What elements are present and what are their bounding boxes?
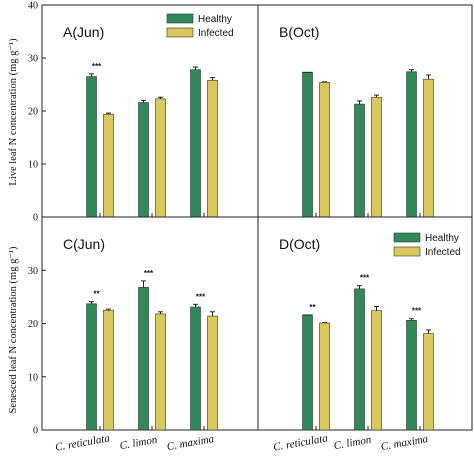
- y-tick-label: 10: [28, 160, 38, 171]
- y-tick-label: 30: [28, 266, 38, 277]
- x-tick-label-left-2: C. maxima: [166, 433, 216, 453]
- bar-infected: [319, 322, 330, 431]
- bar-healthy: [354, 103, 365, 218]
- legend-swatch-healthy: [166, 13, 194, 24]
- significance-label: ***: [92, 62, 102, 71]
- chart-panels: 0 10 20 30 40 A(Jun) *** Healthy Infected B(Oct) 0…: [28, 1, 473, 437]
- panel-frame: [257, 216, 473, 431]
- significance-label: **: [309, 303, 316, 312]
- legend-swatch-infected: [166, 27, 194, 38]
- y-axis-label-bottom: Senesced leaf N concentration (mg g⁻¹): [8, 246, 19, 414]
- x-tick-label-right-2: C. maxima: [380, 433, 430, 453]
- bar-healthy: [354, 288, 365, 431]
- bar-infected: [207, 79, 218, 218]
- y-axis-label-top: Live leaf N concentration (mg g⁻¹): [8, 38, 19, 186]
- x-category-labels: C. reticulata C. limon C. maxima C. reti…: [54, 432, 429, 453]
- panel-title: D(Oct): [279, 236, 320, 252]
- bar-healthy: [302, 72, 313, 218]
- bar-infected: [423, 333, 434, 431]
- bar-infected: [155, 313, 166, 431]
- y-tick-label: 20: [28, 107, 38, 118]
- legend-label: Healthy: [198, 14, 232, 25]
- x-tick-label-left-0: C. reticulata: [54, 432, 111, 453]
- panel-title: A(Jun): [63, 24, 104, 40]
- bar-healthy: [406, 320, 417, 431]
- legend: Healthy Infected: [166, 13, 234, 39]
- bar-healthy: [406, 71, 417, 218]
- significance-label: ***: [196, 292, 206, 301]
- bar-infected: [371, 96, 382, 218]
- bar-infected: [103, 309, 114, 431]
- y-tick-label: 20: [28, 319, 38, 330]
- bar-healthy: [190, 69, 201, 218]
- y-tick-label: 0: [33, 213, 38, 224]
- y-tick-label: 30: [28, 54, 38, 65]
- legend-label: Infected: [425, 247, 461, 258]
- x-tick-label-right-0: C. reticulata: [272, 432, 329, 453]
- bar-infected: [423, 78, 434, 218]
- bar-infected: [371, 310, 382, 431]
- significance-label: ***: [360, 274, 370, 283]
- y-tick-label: 10: [28, 372, 38, 383]
- panel-0: 0 10 20 30 40 A(Jun) *** Healthy Infected: [28, 1, 259, 224]
- legend-label: Healthy: [425, 233, 459, 244]
- significance-label: ***: [144, 269, 154, 278]
- bar-infected: [103, 113, 114, 218]
- legend: Healthy Infected: [393, 232, 461, 258]
- bar-infected: [319, 82, 330, 218]
- legend-label: Infected: [198, 28, 234, 39]
- bar-healthy: [138, 286, 149, 431]
- panel-title: B(Oct): [279, 24, 319, 40]
- x-tick-label-left-1: C. limon: [119, 434, 159, 452]
- bar-infected: [155, 98, 166, 218]
- legend-swatch-infected: [393, 246, 421, 257]
- bar-healthy: [302, 314, 313, 431]
- significance-label: **: [93, 290, 100, 299]
- bar-healthy: [86, 76, 97, 218]
- legend-swatch-healthy: [393, 232, 421, 243]
- y-tick-label: 40: [28, 1, 38, 12]
- x-tick-label-right-1: C. limon: [333, 434, 373, 452]
- panel-title: C(Jun): [63, 236, 105, 252]
- panel-1: B(Oct): [257, 4, 473, 218]
- bar-infected: [207, 315, 218, 431]
- bar-healthy: [138, 102, 149, 218]
- significance-label: ***: [412, 307, 422, 316]
- bar-healthy: [190, 306, 201, 431]
- y-tick-label: 0: [33, 426, 38, 437]
- bar-healthy: [86, 303, 97, 431]
